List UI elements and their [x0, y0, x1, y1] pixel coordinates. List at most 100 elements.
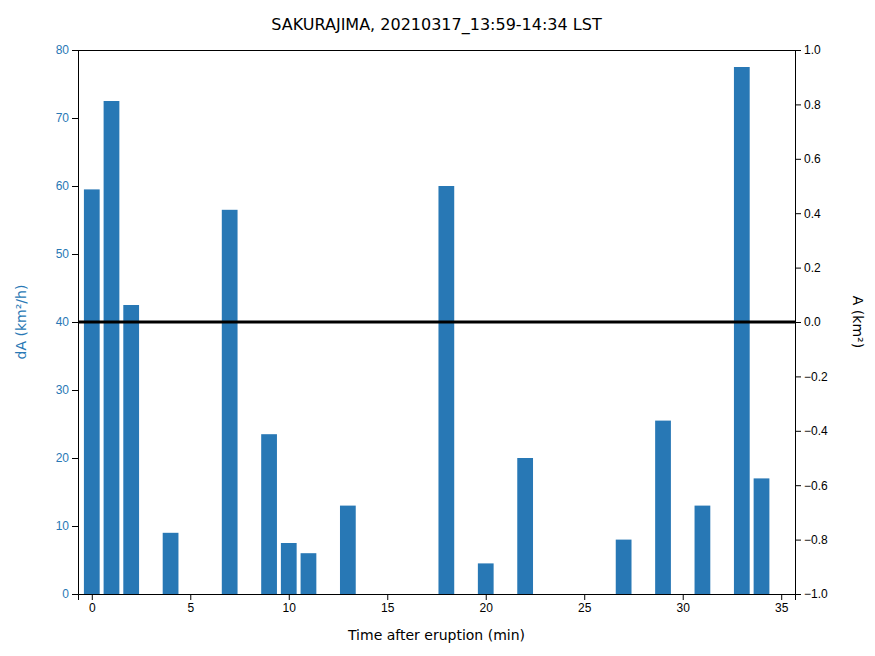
y2-axis-tick: 0.4: [795, 207, 821, 221]
y2-axis-tick-mark: [795, 159, 801, 160]
x-axis-tick: 35: [775, 594, 789, 615]
chart: 0510152025303501020304050607080−1.0−0.8−…: [0, 0, 875, 656]
bar: [84, 189, 100, 594]
x-axis-tick-label: 25: [578, 601, 592, 615]
y-axis-tick: 30: [56, 383, 78, 397]
y2-axis-tick: 0.6: [795, 152, 821, 166]
x-axis-tick: 30: [677, 594, 691, 615]
y2-axis-tick: −0.6: [795, 479, 828, 493]
y2-axis-tick-mark: [795, 376, 801, 377]
y-axis-tick-mark: [72, 594, 78, 595]
y2-axis-tick: −0.8: [795, 533, 828, 547]
x-axis-tick-label: 15: [381, 601, 395, 615]
marks: [78, 67, 795, 594]
y2-axis-tick: −0.4: [795, 424, 828, 438]
y-axis-tick-mark: [72, 322, 78, 323]
x-axis-tick: 15: [381, 594, 395, 615]
x-axis-tick-mark: [92, 594, 93, 600]
bar: [754, 478, 770, 594]
x-axis-tick-label: 20: [480, 601, 494, 615]
bar: [281, 543, 297, 594]
y2-axis-tick-mark: [795, 540, 801, 541]
y-axis-tick-label: 40: [56, 315, 70, 329]
y2-axis-tick-label: 0.8: [804, 98, 821, 112]
y-axis-tick: 60: [56, 179, 78, 193]
y-axis-tick-label: 0: [62, 587, 69, 601]
bar: [340, 506, 356, 594]
y2-axis-tick-label: 0.6: [804, 152, 821, 166]
bar: [123, 305, 139, 594]
y-axis: 0 10 20 30 40 50 60 70 80: [56, 43, 79, 601]
y-axis-line: [72, 51, 79, 595]
bar: [655, 421, 671, 594]
x-axis: 0 5 10 15 20 25 30 35: [79, 594, 796, 615]
bar: [695, 506, 711, 594]
y-axis-tick: 80: [56, 43, 78, 57]
bar: [301, 553, 317, 594]
x-axis-line: [79, 595, 796, 601]
x-axis-tick-mark: [683, 594, 684, 600]
y-axis-tick-label: 50: [56, 247, 70, 261]
y2-axis-tick-label: 1.0: [804, 43, 821, 57]
reference-line: [78, 321, 795, 324]
y2-axis-tick-mark: [795, 431, 801, 432]
x-axis-tick-mark: [289, 594, 290, 600]
y-axis-tick: 20: [56, 451, 78, 465]
plot: 0510152025303501020304050607080−1.0−0.8−…: [56, 43, 828, 614]
y2-axis-tick-label: 0.4: [804, 207, 821, 221]
y2-axis-tick-mark: [795, 104, 801, 105]
y2-axis-tick-mark: [795, 322, 801, 323]
y2-axis-tick: 0.0: [795, 315, 821, 329]
y2-axis-tick: −0.2: [795, 370, 828, 384]
y-axis-tick-label: 20: [56, 451, 70, 465]
x-axis-title: Time after eruption (min): [347, 627, 525, 643]
y2-axis-tick: 0.2: [795, 261, 821, 275]
bar: [616, 540, 632, 594]
x-axis-tick-mark: [781, 594, 782, 600]
y2-axis-tick: 1.0: [795, 43, 821, 57]
bar: [104, 101, 120, 594]
y-axis-title: dA (km²/h): [13, 285, 29, 360]
y2-axis-tick: 0.8: [795, 98, 821, 112]
x-axis-tick: 0: [89, 594, 96, 615]
bar: [517, 458, 533, 594]
x-axis-tick-mark: [190, 594, 191, 600]
bar: [478, 563, 494, 594]
bar: [438, 186, 454, 594]
y-axis-tick: 0: [62, 587, 78, 601]
y2-axis-tick-label: −0.4: [804, 424, 828, 438]
frame-top: [78, 50, 795, 51]
bar: [261, 434, 277, 594]
y-axis-tick-label: 70: [56, 111, 70, 125]
y-axis-tick-mark: [72, 390, 78, 391]
y-axis-tick: 50: [56, 247, 78, 261]
y2-axis-tick-label: −1.0: [804, 587, 828, 601]
y2-axis-line: [796, 51, 802, 595]
x-axis-tick: 25: [578, 594, 592, 615]
y-axis-tick-label: 10: [56, 519, 70, 533]
y2-axis-tick-mark: [795, 213, 801, 214]
y-axis-tick-mark: [72, 254, 78, 255]
x-axis-tick-label: 5: [187, 601, 194, 615]
y-axis-tick-mark: [72, 526, 78, 527]
x-axis-tick-label: 0: [89, 601, 96, 615]
y-axis-tick-label: 80: [56, 43, 70, 57]
title: SAKURAJIMA, 20210317_13:59-14:34 LST: [271, 15, 602, 35]
bar: [222, 210, 238, 594]
y2-axis-tick-mark: [795, 594, 801, 595]
x-axis-tick-label: 35: [775, 601, 789, 615]
x-axis-tick-label: 10: [283, 601, 297, 615]
y-axis-tick: 10: [56, 519, 78, 533]
y2-axis: −1.0 −0.8 −0.6 −0.4 −0.2 0.0 0.2 0.4 0.6 0.8 1.0: [795, 43, 828, 601]
y2-axis-tick-label: −0.6: [804, 479, 828, 493]
y-axis-tick: 70: [56, 111, 78, 125]
y2-axis-tick-mark: [795, 50, 801, 51]
y2-axis-tick-mark: [795, 485, 801, 486]
y-axis-tick-label: 60: [56, 179, 70, 193]
x-axis-tick: 20: [480, 594, 494, 615]
x-axis-tick-mark: [387, 594, 388, 600]
y2-axis-tick: −1.0: [795, 587, 828, 601]
x-axis-tick-mark: [584, 594, 585, 600]
y-axis-tick-mark: [72, 186, 78, 187]
y-axis-tick-mark: [72, 118, 78, 119]
